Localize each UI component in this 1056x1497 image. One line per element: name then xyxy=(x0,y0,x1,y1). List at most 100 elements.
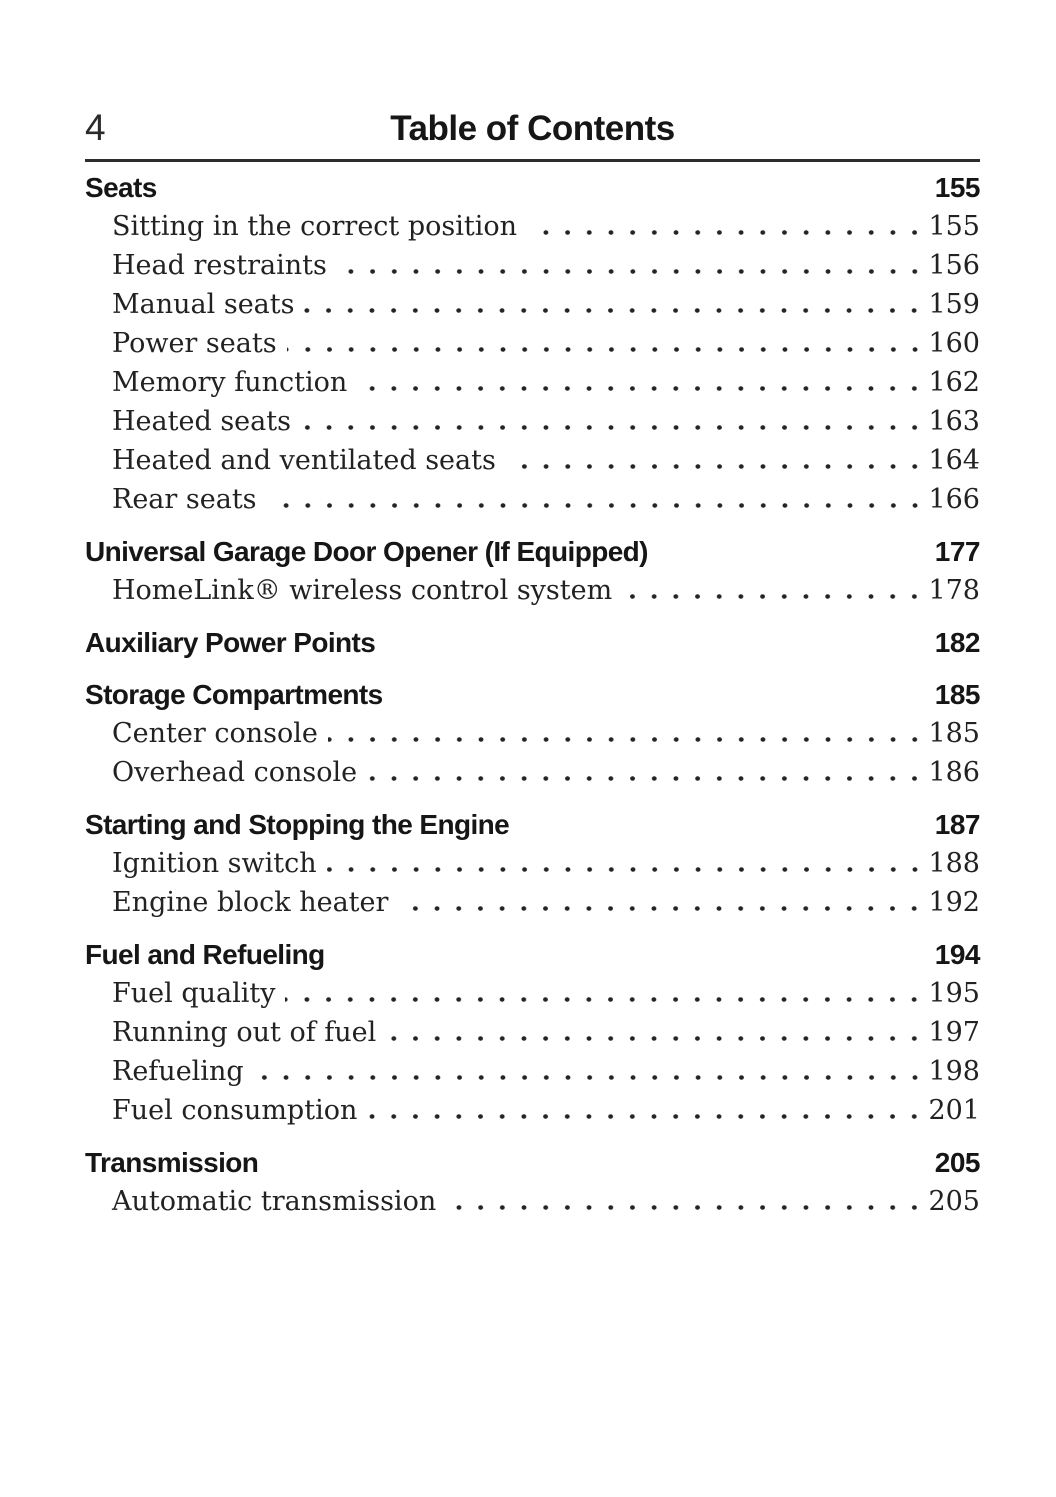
entry-label: Fuel consumption xyxy=(112,1095,358,1126)
toc-section: Seats 155 Sitting in the correct position 1… xyxy=(85,168,981,519)
entry-page-number: 192 xyxy=(928,887,980,918)
dot-leader xyxy=(253,1074,926,1080)
entry-label: Ignition switch xyxy=(112,848,317,879)
toc-entry-row: Rear seats 166 xyxy=(85,480,980,519)
toc-entry-row: Overhead console 186 xyxy=(85,753,980,792)
table-of-contents: Seats 155 Sitting in the correct position 1… xyxy=(85,162,981,1221)
entry-page-number: 178 xyxy=(928,575,980,606)
entry-page-number: 205 xyxy=(928,1186,980,1217)
section-title: Universal Garage Door Opener (If Equippe… xyxy=(85,536,649,567)
toc-entry-row: Head restraints 156 xyxy=(85,246,980,285)
entry-label: Fuel quality xyxy=(112,978,276,1009)
page-title: Table of Contents xyxy=(390,109,675,148)
toc-entry-row: Engine block heater 192 xyxy=(85,883,980,922)
section-title: Storage Compartments xyxy=(85,679,383,710)
toc-section: Universal Garage Door Opener (If Equippe… xyxy=(85,532,981,610)
entry-label: Power seats xyxy=(112,328,277,359)
section-title: Auxiliary Power Points xyxy=(85,627,376,658)
toc-entry-row: Memory function 162 xyxy=(85,363,980,402)
dot-leader xyxy=(367,1113,926,1119)
entry-label: Memory function xyxy=(112,367,348,398)
entry-page-number: 166 xyxy=(928,484,980,515)
section-page-number: 177 xyxy=(934,536,981,567)
entry-page-number: 164 xyxy=(928,445,980,476)
toc-section: Starting and Stopping the Engine 187 Ignit… xyxy=(85,805,981,922)
entry-page-number: 197 xyxy=(928,1017,980,1048)
entry-page-number: 186 xyxy=(928,757,980,788)
section-heading-row: Fuel and Refueling 194 xyxy=(85,935,981,974)
entry-label: Automatic transmission xyxy=(112,1186,437,1217)
toc-section: Fuel and Refueling 194 Fuel quality 195 Runn… xyxy=(85,935,981,1130)
section-page-number: 194 xyxy=(934,939,981,970)
entry-page-number: 188 xyxy=(928,848,980,879)
entry-page-number: 163 xyxy=(928,406,980,437)
dot-leader xyxy=(304,307,926,313)
section-title: Starting and Stopping the Engine xyxy=(85,809,510,840)
dot-leader xyxy=(527,229,926,235)
entry-label: Rear seats xyxy=(112,484,257,515)
toc-entry-row: Heated seats 163 xyxy=(85,402,980,441)
section-page-number: 185 xyxy=(934,679,981,710)
toc-entry-row: Center console 185 xyxy=(85,714,980,753)
entry-label: Head restraints xyxy=(112,250,327,281)
page-header: 4 Table of Contents xyxy=(85,100,980,146)
page-number: 4 xyxy=(85,107,106,148)
toc-entry-row: Sitting in the correct position 155 xyxy=(85,207,980,246)
dot-leader xyxy=(326,866,926,872)
section-heading-row: Transmission 205 xyxy=(85,1143,981,1182)
toc-section: Transmission 205 Automatic transmission 205 xyxy=(85,1143,981,1221)
toc-entry-row: Automatic transmission 205 xyxy=(85,1182,980,1221)
entry-page-number: 159 xyxy=(928,289,980,320)
entry-label: Center console xyxy=(112,718,318,749)
dot-leader xyxy=(357,385,926,391)
entry-label: Refueling xyxy=(112,1056,244,1087)
toc-entry-row: Power seats 160 xyxy=(85,324,980,363)
dot-leader xyxy=(285,996,926,1002)
entry-label: Overhead console xyxy=(112,757,358,788)
entry-label: Sitting in the correct position xyxy=(112,211,518,242)
entry-page-number: 195 xyxy=(928,978,980,1009)
dot-leader xyxy=(446,1204,926,1210)
section-title: Seats xyxy=(85,172,157,203)
toc-entry-row: HomeLink® wireless control system 178 xyxy=(85,571,980,610)
section-page-number: 187 xyxy=(934,809,981,840)
section-heading-row: Starting and Stopping the Engine 187 xyxy=(85,805,981,844)
section-page-number: 155 xyxy=(934,172,981,203)
entry-label: Manual seats xyxy=(112,289,295,320)
entry-label: HomeLink® wireless control system xyxy=(112,575,613,606)
entry-label: Heated seats xyxy=(112,406,291,437)
dot-leader xyxy=(367,775,926,781)
toc-entry-row: Refueling 198 xyxy=(85,1052,980,1091)
toc-entry-row: Manual seats 159 xyxy=(85,285,980,324)
entry-page-number: 155 xyxy=(928,211,980,242)
dot-leader xyxy=(622,593,926,599)
dot-leader xyxy=(336,268,926,274)
entry-page-number: 201 xyxy=(928,1095,980,1126)
section-heading-row: Universal Garage Door Opener (If Equippe… xyxy=(85,532,981,571)
toc-section: Auxiliary Power Points 182 xyxy=(85,623,981,662)
section-title: Transmission xyxy=(85,1147,259,1178)
section-heading-row: Seats 155 xyxy=(85,168,981,207)
header-rule xyxy=(85,159,980,162)
section-page-number: 205 xyxy=(934,1147,981,1178)
entry-label: Heated and ventilated seats xyxy=(112,445,496,476)
dot-leader xyxy=(386,1035,926,1041)
entry-page-number: 185 xyxy=(928,718,980,749)
section-heading-row: Auxiliary Power Points 182 xyxy=(85,623,981,662)
dot-leader xyxy=(505,463,926,469)
toc-entry-row: Heated and ventilated seats 164 xyxy=(85,441,980,480)
entry-page-number: 160 xyxy=(928,328,980,359)
dot-leader xyxy=(300,424,926,430)
toc-section: Storage Compartments 185 Center console 185… xyxy=(85,675,981,792)
entry-page-number: 198 xyxy=(928,1056,980,1087)
dot-leader xyxy=(327,736,926,742)
section-page-number: 182 xyxy=(934,627,981,658)
entry-page-number: 162 xyxy=(928,367,980,398)
dot-leader xyxy=(286,346,926,352)
toc-entry-row: Running out of fuel 197 xyxy=(85,1013,980,1052)
dot-leader xyxy=(398,905,926,911)
section-title: Fuel and Refueling xyxy=(85,939,325,970)
entry-page-number: 156 xyxy=(928,250,980,281)
toc-entry-row: Fuel consumption 201 xyxy=(85,1091,980,1130)
